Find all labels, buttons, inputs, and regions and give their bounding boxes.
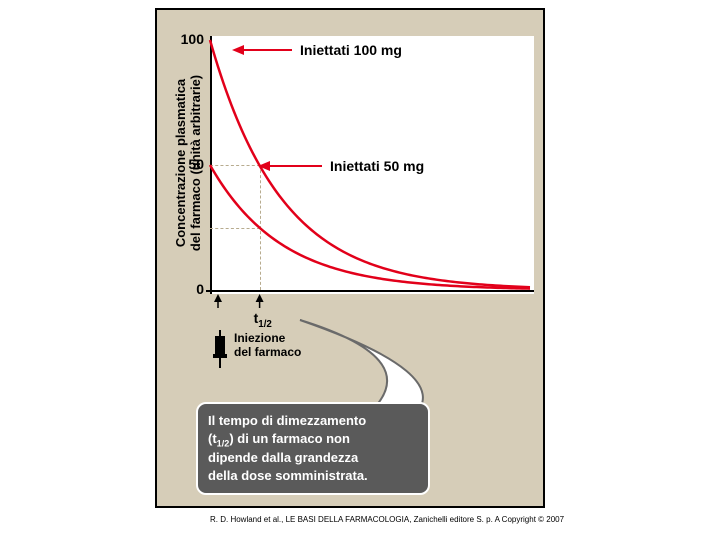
callout-line2a: (t <box>208 431 217 446</box>
callout-line3: dipende dalla grandezza <box>208 450 358 465</box>
callout-box: Il tempo di dimezzamento (t1/2) di un fa… <box>196 402 430 495</box>
callout-line4: della dose somministrata. <box>208 468 368 483</box>
callout-line1: Il tempo di dimezzamento <box>208 413 366 428</box>
copyright-text: R. D. Howland et al., LE BASI DELLA FARM… <box>210 515 564 524</box>
callout-line2b: ) di un farmaco non <box>229 431 350 446</box>
